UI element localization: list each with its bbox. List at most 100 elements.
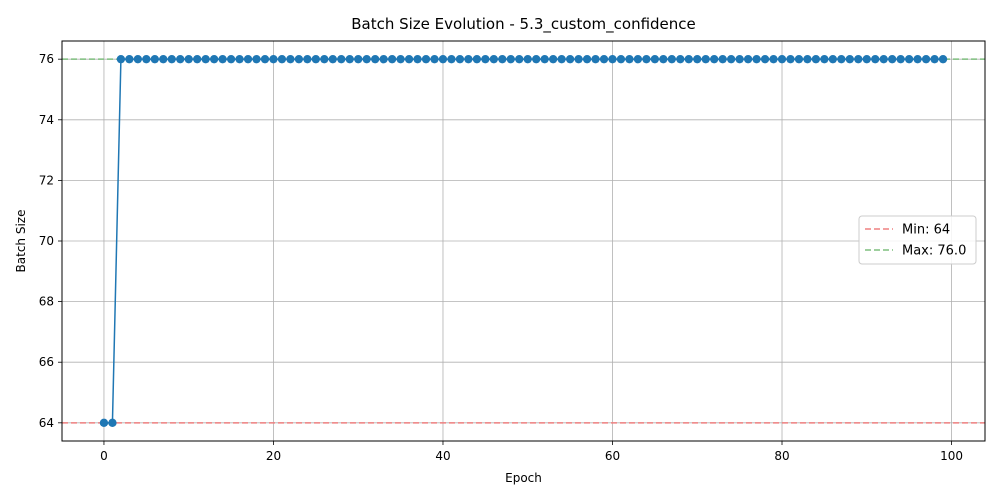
- data-point: [108, 418, 117, 428]
- y-tick-label: 68: [39, 295, 54, 309]
- data-point: [633, 54, 643, 64]
- data-point: [243, 54, 253, 64]
- legend-box: [858, 215, 977, 265]
- data-point: [379, 54, 388, 64]
- data-point: [116, 54, 126, 64]
- data-point: [226, 54, 236, 64]
- data-point: [184, 54, 193, 64]
- data-point: [515, 54, 524, 64]
- data-point: [125, 54, 134, 64]
- data-point: [209, 54, 219, 64]
- data-point: [811, 54, 821, 64]
- data-point: [192, 54, 202, 64]
- data-point: [820, 54, 829, 64]
- x-tick-label: 20: [266, 449, 281, 463]
- data-point: [328, 54, 337, 64]
- data-point: [337, 54, 346, 64]
- data-point: [786, 54, 795, 64]
- data-point: [303, 54, 312, 64]
- data-point: [650, 54, 660, 64]
- data-point: [421, 54, 431, 64]
- data-point: [167, 54, 176, 64]
- data-point: [472, 54, 482, 64]
- data-point: [252, 54, 261, 64]
- y-axis-ticks: 64 66 68 70 72 74 76: [39, 52, 62, 430]
- data-point: [710, 54, 719, 64]
- data-point: [387, 54, 397, 64]
- x-axis-ticks: 0 20 40 60 80 100: [100, 441, 963, 463]
- data-point: [540, 54, 549, 64]
- data-point: [591, 54, 600, 64]
- data-point: [142, 54, 151, 64]
- data-point: [693, 54, 702, 64]
- data-point: [269, 54, 278, 64]
- legend: Min: 64 Max: 76.0: [858, 215, 977, 265]
- data-point: [701, 54, 710, 64]
- data-point: [506, 54, 515, 64]
- data-point: [582, 54, 592, 64]
- data-point: [921, 54, 931, 64]
- data-point: [438, 54, 448, 64]
- data-point: [532, 54, 541, 64]
- data-point: [345, 54, 354, 64]
- y-tick-label: 76: [39, 52, 54, 66]
- data-point: [752, 54, 761, 64]
- data-point: [726, 54, 736, 64]
- data-point: [777, 54, 787, 64]
- y-axis-title: Batch Size: [14, 210, 28, 273]
- data-point: [159, 54, 168, 64]
- data-point: [311, 54, 321, 64]
- data-point: [498, 54, 507, 64]
- data-point: [862, 54, 871, 64]
- data-point: [396, 54, 405, 64]
- data-point: [354, 54, 363, 64]
- data-series: [99, 54, 948, 428]
- data-point: [413, 54, 422, 64]
- data-point: [743, 54, 753, 64]
- data-point: [718, 54, 727, 64]
- data-point: [574, 54, 583, 64]
- data-point: [455, 54, 465, 64]
- data-point: [481, 54, 490, 64]
- chart-title: Batch Size Evolution - 5.3_custom_confid…: [351, 15, 696, 34]
- data-point: [447, 54, 456, 64]
- x-tick-label: 60: [605, 449, 620, 463]
- data-point: [854, 54, 863, 64]
- data-point: [523, 54, 532, 64]
- data-point: [930, 54, 939, 64]
- data-point: [277, 54, 287, 64]
- x-tick-label: 0: [100, 449, 108, 463]
- data-point: [99, 418, 109, 428]
- data-point: [828, 54, 838, 64]
- data-point: [548, 54, 558, 64]
- data-point: [676, 54, 685, 64]
- data-point: [913, 54, 922, 64]
- data-point: [667, 54, 677, 64]
- series-line: [103, 58, 944, 424]
- data-point: [794, 54, 804, 64]
- data-point: [845, 54, 855, 64]
- data-point: [896, 54, 905, 64]
- data-point: [659, 54, 668, 64]
- data-point: [362, 54, 371, 64]
- x-tick-label: 100: [940, 449, 963, 463]
- y-tick-label: 64: [39, 416, 54, 430]
- data-point: [760, 54, 770, 64]
- data-point: [837, 54, 846, 64]
- data-point: [769, 54, 778, 64]
- data-point: [879, 54, 888, 64]
- data-point: [150, 54, 160, 64]
- data-point: [430, 54, 439, 64]
- y-tick-label: 70: [39, 234, 54, 248]
- data-point: [489, 54, 499, 64]
- x-axis-title: Epoch: [505, 471, 542, 485]
- x-tick-label: 40: [435, 449, 450, 463]
- data-point: [370, 54, 380, 64]
- data-point: [616, 54, 626, 64]
- data-point: [235, 54, 244, 64]
- data-point: [871, 54, 880, 64]
- x-tick-label: 80: [774, 449, 789, 463]
- data-point: [904, 54, 914, 64]
- y-tick-label: 66: [39, 355, 54, 369]
